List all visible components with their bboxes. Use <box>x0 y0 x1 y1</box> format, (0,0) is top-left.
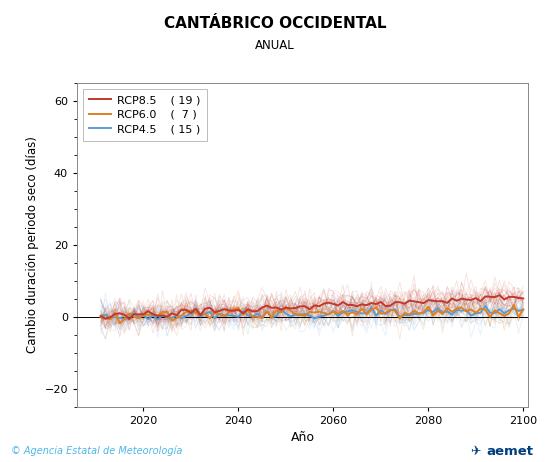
Legend: RCP8.5    ( 19 ), RCP6.0    (  7 ), RCP4.5    ( 15 ): RCP8.5 ( 19 ), RCP6.0 ( 7 ), RCP4.5 ( 15… <box>82 89 207 141</box>
Text: aemet: aemet <box>487 445 534 458</box>
Y-axis label: Cambio duración periodo seco (días): Cambio duración periodo seco (días) <box>26 136 39 353</box>
Text: © Agencia Estatal de Meteorología: © Agencia Estatal de Meteorología <box>11 446 183 456</box>
X-axis label: Año: Año <box>290 431 315 444</box>
Text: ANUAL: ANUAL <box>255 39 295 52</box>
Text: ✈: ✈ <box>470 445 481 458</box>
Text: CANTÁBRICO OCCIDENTAL: CANTÁBRICO OCCIDENTAL <box>164 16 386 31</box>
